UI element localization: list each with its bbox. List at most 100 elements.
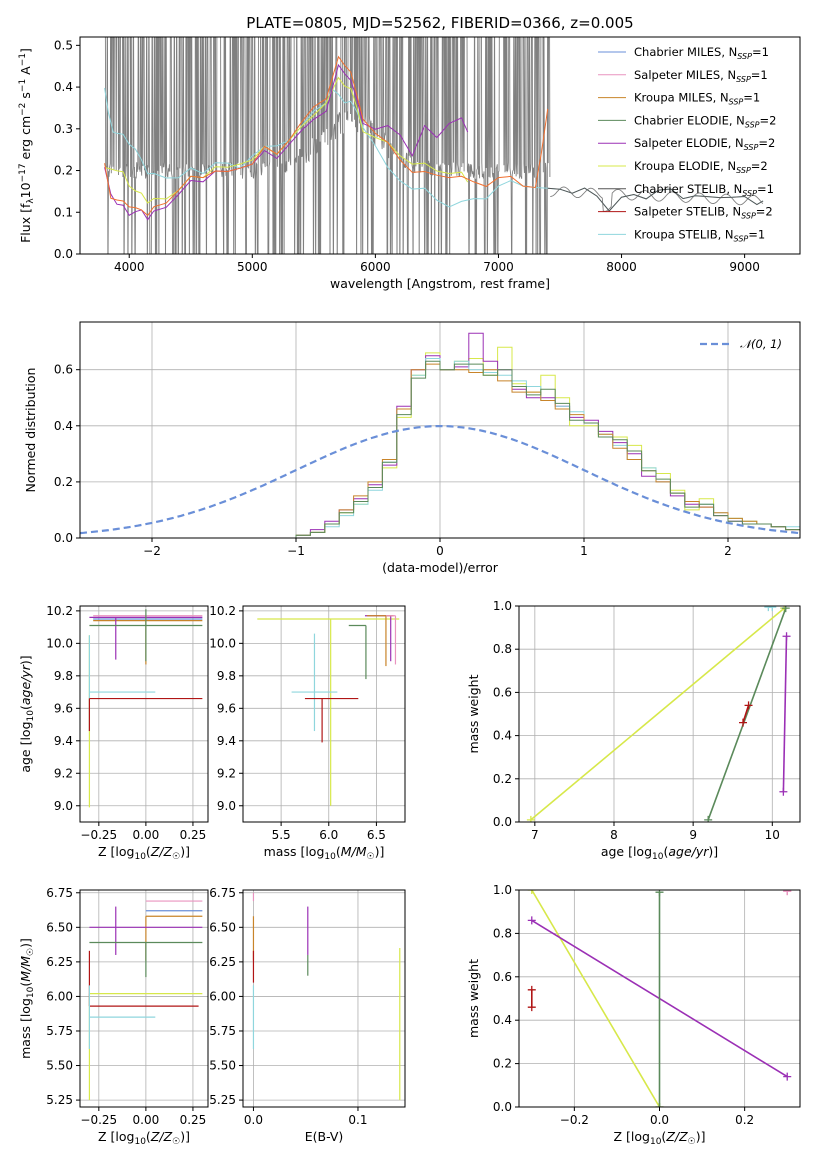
y-axis-label-part: mass [log [18,998,33,1059]
x-axis-label-part: 10 [134,852,146,862]
legend-label-part: =2 [751,159,768,173]
x-axis-label-part: M/M [341,844,367,859]
legend-label-sub: SSP [736,75,751,84]
y-axis-label-part: −1 [18,53,28,66]
y-tick-label: 0.5 [54,38,73,52]
x-axis-label-part: 10 [134,1137,146,1147]
legend-label-part: Chabrier STELIB, N [634,182,742,196]
y-tick-label: 9.6 [54,701,73,715]
legend-label-sub: SSP [742,189,757,198]
y-tick-label: 0.4 [54,419,73,433]
y-axis-label: Flux [fλ10−17 erg cm−2 s−1 A−1] [18,48,36,243]
x-axis-label-part: )] [375,844,385,859]
weight-marker [527,916,536,925]
x-axis-label: E(B-V) [305,1129,344,1144]
histogram-step [295,363,800,538]
weight-marker [783,1072,792,1081]
y-axis-label: mass weight [466,674,481,753]
plot-area [526,606,791,822]
y-axis-label-part: age [log [18,721,33,772]
x-tick-label: 7000 [483,260,514,274]
x-tick-label: 5000 [237,260,268,274]
legend-label-part: Salpeter MILES, N [634,68,736,82]
y-tick-label: 9.8 [217,669,236,683]
x-axis-label-part: age/yr [668,844,709,859]
y-tick-label: 0.4 [493,1013,512,1027]
y-axis-label-part: λ [26,198,36,204]
y-tick-label: 6.25 [46,955,73,969]
y-tick-label: 0.6 [54,363,73,377]
plot-area [257,615,400,806]
axes-frame [242,605,406,823]
x-axis-label-part: Z/Z [150,844,173,859]
weight-marker [768,606,777,612]
x-tick-label: 1 [580,544,588,558]
weight-marker [704,815,713,822]
y-tick-label: 6.50 [46,920,73,934]
x-axis-label-part: 10 [652,852,664,862]
observed-spectrum-tail [550,186,764,212]
legend-label-part: Chabrier ELODIE, N [634,113,745,127]
y-tick-label: 10.0 [209,636,236,650]
y-tick-label: 0.0 [493,815,512,829]
x-axis-label-part: )] [180,1129,190,1144]
x-tick-label: −2 [143,544,161,558]
x-tick-label: 8 [610,828,618,842]
weight-marker [782,632,791,641]
x-tick-label: −0.2 [560,1113,589,1127]
y-tick-label: 0.2 [493,772,512,786]
legend-label-part: Kroupa STELIB, N [634,227,734,241]
x-axis-label: Z [log10(Z/Z☉)] [98,844,190,862]
y-tick-label: 9.8 [54,669,73,683]
histogram-step [295,332,800,538]
weight-marker [655,1103,664,1107]
weight-marker [527,890,536,894]
y-tick-label: 6.00 [46,989,73,1003]
weight-marker [655,890,664,897]
x-axis-label-part: wavelength [Angstrom, rest frame] [330,276,550,291]
weight-marker [739,718,748,727]
legend-label-part: =2 [760,113,777,127]
y-tick-label: 6.00 [209,989,236,1003]
y-axis-label-part: ☉ [26,948,36,956]
y-axis-label: Normed distribution [23,368,38,493]
x-axis-label-part: ☉ [367,852,375,862]
x-tick-label: −0.25 [80,828,117,842]
legend-label-sub: SSP [744,143,759,152]
y-tick-label: 9.4 [217,734,236,748]
x-axis-label-part: ☉ [172,1137,180,1147]
panel-3: −0.25 0.00 0.25 9.0 9.2 9.4 9.6 9.8 10.0 10.2 Z [l… [18,604,209,862]
x-tick-label: 0.25 [180,1113,207,1127]
x-axis-label-part: ( [146,1129,151,1144]
plot-area [88,609,203,808]
x-axis-label: Z [log10(Z/Z☉)] [98,1129,190,1147]
x-axis-label-part: ( [661,1129,666,1144]
axes-frame [79,321,801,539]
x-tick-label: 6.5 [367,828,386,842]
x-axis-label-part: mass [log [264,844,325,859]
x-tick-label: 10 [765,828,780,842]
histogram-step [295,360,800,538]
axes-frame [79,605,209,823]
x-tick-label: 4000 [114,260,145,274]
legend-label: Salpeter ELODIE, NSSP=2 [634,136,775,152]
x-tick-label: 0.2 [735,1113,754,1127]
x-axis-label-part: (data-model)/error [382,560,499,575]
y-axis-label-part: 10 [18,182,33,198]
axes-frame [79,889,209,1108]
weight-line [782,636,788,792]
weight-marker [527,1003,536,1012]
y-tick-label: 0.2 [54,475,73,489]
x-tick-label: 9000 [729,260,760,274]
y-axis-label-part: 10 [26,710,36,722]
x-tick-label: 5.5 [272,828,291,842]
y-tick-label: 0.1 [54,205,73,219]
x-axis-label-part: age [log [601,844,652,859]
x-axis-label-part: ☉ [172,852,180,862]
y-tick-label: 5.50 [209,1059,236,1073]
y-axis-label-part: Normed distribution [23,368,38,493]
y-tick-label: 6.50 [209,920,236,934]
y-axis-label: mass weight [466,959,481,1038]
